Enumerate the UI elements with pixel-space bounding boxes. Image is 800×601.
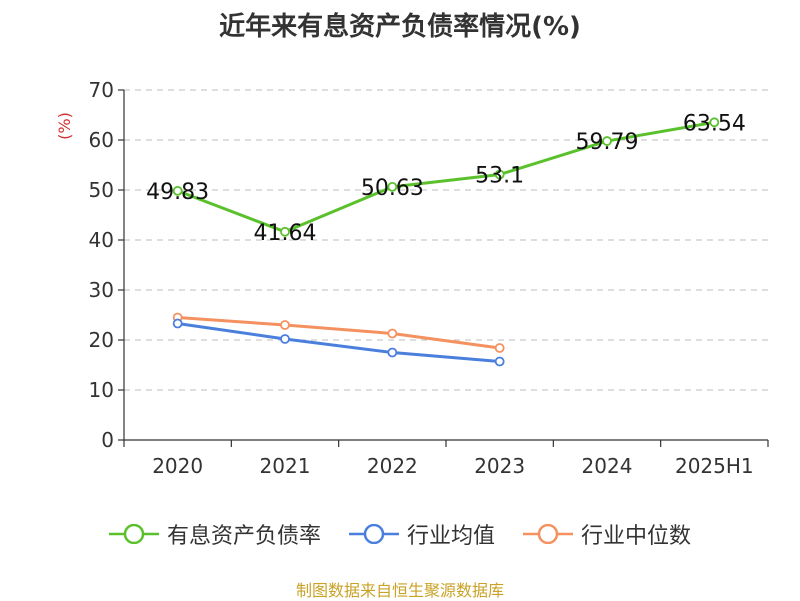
y-tick-label: 30	[89, 278, 114, 302]
legend-item[interactable]: 行业均值	[348, 518, 495, 550]
source-note: 制图数据来自恒生聚源数据库	[295, 581, 504, 600]
legend-marker	[537, 524, 559, 544]
data-point[interactable]	[280, 334, 290, 344]
data-point[interactable]	[494, 169, 505, 180]
data-point[interactable]	[172, 185, 183, 196]
x-tick-label: 2025H1	[675, 454, 754, 478]
data-point[interactable]	[280, 226, 290, 237]
legend-item[interactable]: 行业中位数	[523, 518, 691, 550]
data-label: 41.64	[254, 221, 317, 246]
legend-swatch-industry-mean	[348, 524, 399, 544]
legend-marker	[123, 524, 145, 544]
legend-swatch-industry-median	[523, 524, 573, 544]
data-point[interactable]	[387, 181, 398, 192]
axes: 0 10 20 30 40 50 60 70 2020 2021 2022 2023 2024 2025H…	[89, 78, 769, 478]
series-lines	[172, 117, 720, 367]
x-tick-label: 2022	[367, 454, 418, 478]
legend-label-industry-median: 行业中位数	[581, 524, 692, 549]
data-label: 53.1	[475, 164, 524, 189]
y-tick-label: 70	[89, 78, 114, 102]
series-line	[177, 322, 500, 363]
legend-label-industry-mean: 行业均值	[406, 524, 495, 549]
y-tick-label: 40	[89, 228, 114, 252]
data-label: 49.83	[146, 180, 209, 205]
y-axis-label: (%)	[55, 112, 74, 140]
data-label: 50.63	[361, 176, 424, 201]
data-point[interactable]	[494, 356, 505, 367]
series-line	[177, 120, 715, 234]
x-tick-label: 2021	[260, 454, 311, 478]
legend-swatch-debt-ratio	[108, 524, 159, 544]
x-tick-label: 2023	[474, 454, 525, 478]
y-tick-label: 20	[89, 328, 114, 352]
data-label: 59.79	[576, 130, 639, 155]
y-tick-label: 10	[89, 378, 114, 402]
y-tick-label: 0	[101, 428, 114, 452]
y-tick-label: 60	[89, 128, 114, 152]
data-point[interactable]	[709, 117, 720, 128]
chart-title: 近年来有息资产负债率情况(%)	[219, 12, 581, 42]
series-line	[177, 316, 500, 350]
x-tick-label: 2020	[152, 454, 203, 478]
data-point[interactable]	[280, 320, 290, 330]
data-point[interactable]	[387, 347, 398, 358]
y-tick-label: 50	[89, 178, 114, 202]
data-point[interactable]	[387, 328, 398, 339]
data-point[interactable]	[602, 136, 612, 146]
gridlines	[124, 89, 768, 391]
legend-item[interactable]: 有息资产负债率	[108, 518, 321, 550]
legend: 有息资产负债率 行业均值 行业中位数	[0, 518, 800, 550]
data-point[interactable]	[172, 318, 183, 329]
legend-label-debt-ratio: 有息资产负债率	[166, 524, 321, 549]
data-labels: 49.83 41.64 50.63 53.1 59.79 63.54	[146, 111, 746, 246]
data-label: 63.54	[683, 111, 746, 136]
legend-marker	[363, 524, 385, 544]
x-tick-label: 2024	[582, 454, 633, 478]
data-point[interactable]	[494, 343, 505, 353]
